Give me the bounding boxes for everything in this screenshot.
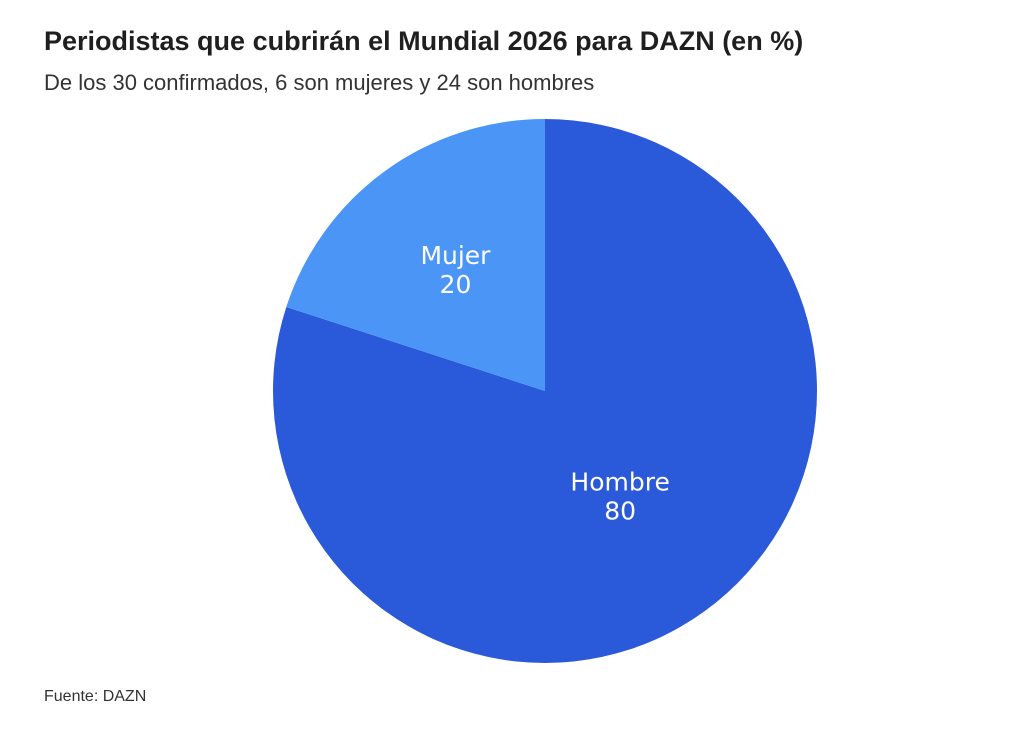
slice-label-mujer: Mujer (420, 241, 491, 270)
slice-value-hombre: 80 (604, 496, 636, 525)
slice-label-hombre: Hombre (570, 467, 669, 496)
slice-value-mujer: 20 (440, 270, 472, 299)
chart-subtitle: De los 30 confirmados, 6 son mujeres y 2… (44, 70, 595, 95)
source-note: Fuente: DAZN (44, 688, 147, 705)
pie-slice-mujer (286, 118, 545, 391)
chart-title: Periodistas que cubrirán el Mundial 2026… (44, 26, 804, 56)
